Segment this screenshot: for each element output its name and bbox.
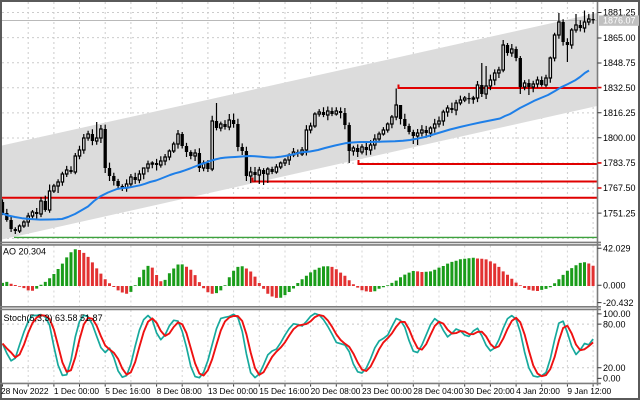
svg-text:20 Dec 08:00: 20 Dec 08:00	[311, 386, 361, 396]
svg-text:15 Dec 16:00: 15 Dec 16:00	[259, 386, 309, 396]
svg-text:1865.00: 1865.00	[603, 33, 636, 43]
svg-text:28 Dec 04:00: 28 Dec 04:00	[413, 386, 463, 396]
svg-text:1783.75: 1783.75	[603, 158, 636, 168]
svg-text:1 Dec 00:00: 1 Dec 00:00	[54, 386, 100, 396]
svg-text:1767.50: 1767.50	[603, 183, 636, 193]
svg-text:0.000: 0.000	[603, 281, 626, 291]
svg-text:1751.25: 1751.25	[603, 208, 636, 218]
svg-text:0.00: 0.00	[603, 374, 621, 384]
svg-text:1832.50: 1832.50	[603, 83, 636, 93]
svg-text:4 Jan 20:00: 4 Jan 20:00	[516, 386, 560, 396]
svg-text:Stoch(5,3,3) 63.58 51.87: Stoch(5,3,3) 63.58 51.87	[4, 313, 103, 323]
svg-text:8 Dec 08:00: 8 Dec 08:00	[157, 386, 203, 396]
svg-text:1876.07: 1876.07	[603, 16, 636, 26]
svg-text:13 Dec 00:00: 13 Dec 00:00	[208, 386, 258, 396]
svg-text:9 Jan 12:00: 9 Jan 12:00	[567, 386, 611, 396]
svg-text:28 Nov 2022: 28 Nov 2022	[1, 386, 49, 396]
svg-text:1800.00: 1800.00	[603, 133, 636, 143]
svg-text:-20.432: -20.432	[603, 298, 634, 308]
svg-text:20.00: 20.00	[603, 363, 626, 373]
svg-text:80.00: 80.00	[603, 319, 626, 329]
svg-text:23 Dec 00:00: 23 Dec 00:00	[362, 386, 412, 396]
svg-text:5 Dec 16:00: 5 Dec 16:00	[105, 386, 151, 396]
svg-text:1848.75: 1848.75	[603, 58, 636, 68]
svg-text:42.029: 42.029	[603, 244, 631, 254]
svg-text:30 Dec 20:00: 30 Dec 20:00	[465, 386, 515, 396]
svg-text:1881.25: 1881.25	[603, 8, 636, 18]
svg-text:100.00: 100.00	[603, 309, 631, 319]
svg-text:1816.25: 1816.25	[603, 108, 636, 118]
svg-text:AO 20.304: AO 20.304	[3, 246, 46, 256]
